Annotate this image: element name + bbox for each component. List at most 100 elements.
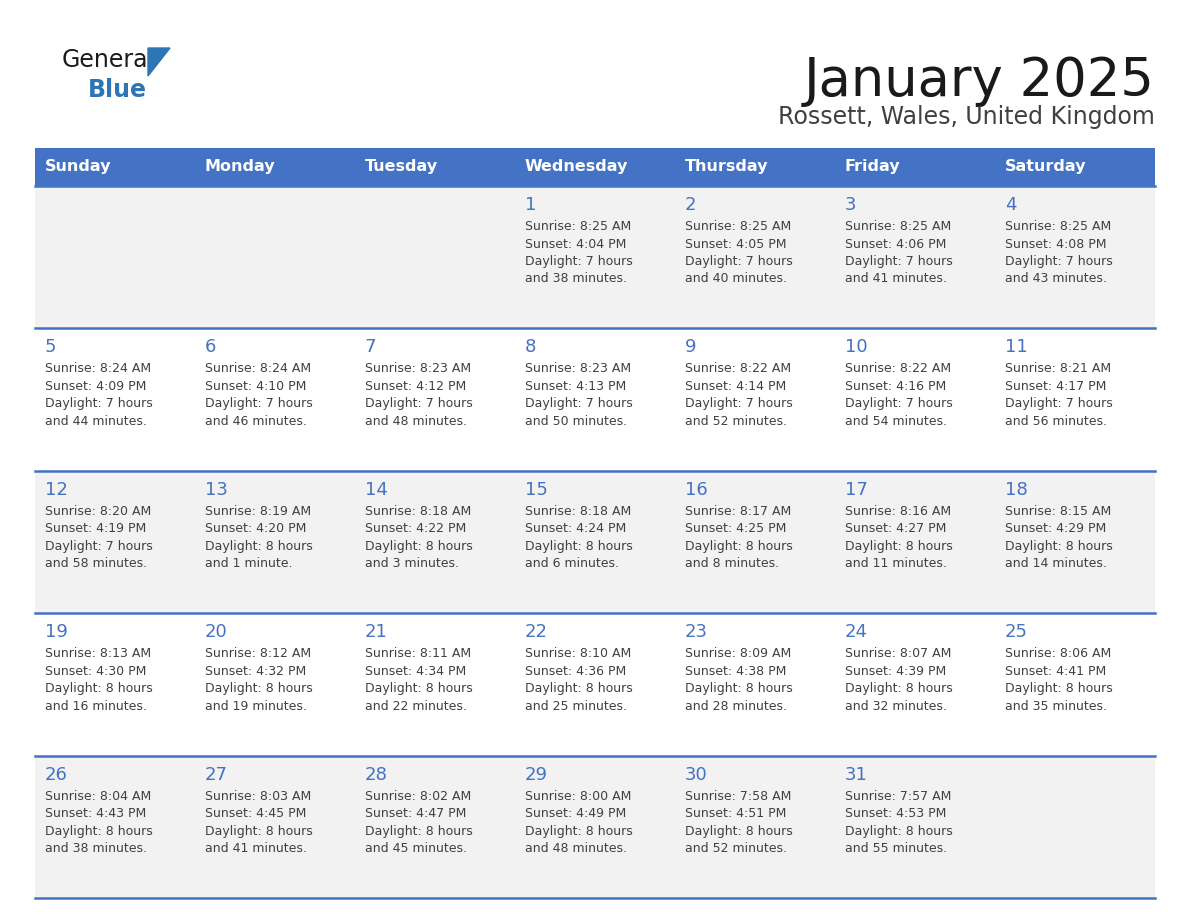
Text: and 55 minutes.: and 55 minutes. [845,842,947,855]
Text: Daylight: 7 hours: Daylight: 7 hours [45,540,152,553]
Bar [355,471,516,613]
Text: 12: 12 [45,481,68,498]
Text: and 41 minutes.: and 41 minutes. [204,842,307,855]
Text: Sunrise: 8:23 AM: Sunrise: 8:23 AM [365,363,470,375]
Text: and 38 minutes.: and 38 minutes. [45,842,146,855]
Text: Daylight: 7 hours: Daylight: 7 hours [365,397,473,410]
Text: Daylight: 7 hours: Daylight: 7 hours [45,397,152,410]
Bar [675,186,835,329]
Text: Sunset: 4:13 PM: Sunset: 4:13 PM [525,380,626,393]
Bar [355,186,516,329]
Text: Sunrise: 8:16 AM: Sunrise: 8:16 AM [845,505,950,518]
Text: Daylight: 8 hours: Daylight: 8 hours [1005,682,1112,695]
Text: 23: 23 [684,623,708,641]
Text: and 41 minutes.: and 41 minutes. [845,273,947,285]
Text: Sunrise: 8:22 AM: Sunrise: 8:22 AM [684,363,791,375]
Text: Blue: Blue [88,78,147,102]
Text: Daylight: 7 hours: Daylight: 7 hours [204,397,312,410]
Text: Sunset: 4:47 PM: Sunset: 4:47 PM [365,807,466,820]
Text: Friday: Friday [845,160,901,174]
Text: Daylight: 7 hours: Daylight: 7 hours [845,255,953,268]
Text: and 46 minutes.: and 46 minutes. [204,415,307,428]
Text: and 8 minutes.: and 8 minutes. [684,557,778,570]
Text: Sunrise: 8:02 AM: Sunrise: 8:02 AM [365,789,470,802]
Text: and 16 minutes.: and 16 minutes. [45,700,146,712]
Text: Sunset: 4:45 PM: Sunset: 4:45 PM [204,807,307,820]
Text: Sunrise: 8:15 AM: Sunrise: 8:15 AM [1005,505,1111,518]
Text: Sunset: 4:14 PM: Sunset: 4:14 PM [684,380,785,393]
Text: 27: 27 [204,766,228,784]
Bar [835,148,996,186]
Bar [516,756,675,898]
Text: Sunset: 4:24 PM: Sunset: 4:24 PM [525,522,626,535]
Bar [835,186,996,329]
Text: and 14 minutes.: and 14 minutes. [1005,557,1106,570]
Text: Daylight: 7 hours: Daylight: 7 hours [525,397,632,410]
Text: Sunrise: 8:25 AM: Sunrise: 8:25 AM [1005,220,1111,233]
Text: and 32 minutes.: and 32 minutes. [845,700,947,712]
Text: and 45 minutes.: and 45 minutes. [365,842,467,855]
Text: Daylight: 8 hours: Daylight: 8 hours [684,824,792,837]
Bar [996,186,1155,329]
Text: 31: 31 [845,766,867,784]
Text: and 3 minutes.: and 3 minutes. [365,557,459,570]
Text: Sunrise: 8:17 AM: Sunrise: 8:17 AM [684,505,791,518]
Text: Sunrise: 8:03 AM: Sunrise: 8:03 AM [204,789,311,802]
Text: January 2025: January 2025 [804,55,1155,107]
Text: Sunset: 4:53 PM: Sunset: 4:53 PM [845,807,946,820]
Text: Sunrise: 8:04 AM: Sunrise: 8:04 AM [45,789,151,802]
Text: 4: 4 [1005,196,1016,214]
Text: Sunrise: 8:10 AM: Sunrise: 8:10 AM [525,647,631,660]
Text: 21: 21 [365,623,387,641]
Bar [675,756,835,898]
Text: 16: 16 [684,481,707,498]
Text: and 38 minutes.: and 38 minutes. [525,273,626,285]
Text: 3: 3 [845,196,857,214]
Text: and 25 minutes.: and 25 minutes. [525,700,626,712]
Text: and 58 minutes.: and 58 minutes. [45,557,147,570]
Bar [34,756,195,898]
Bar [195,329,355,471]
Polygon shape [148,48,170,76]
Text: and 1 minute.: and 1 minute. [204,557,292,570]
Text: Sunset: 4:41 PM: Sunset: 4:41 PM [1005,665,1106,677]
Text: 18: 18 [1005,481,1028,498]
Bar [996,756,1155,898]
Text: and 35 minutes.: and 35 minutes. [1005,700,1106,712]
Bar [355,613,516,756]
Text: Daylight: 8 hours: Daylight: 8 hours [365,824,473,837]
Text: 25: 25 [1005,623,1028,641]
Text: and 22 minutes.: and 22 minutes. [365,700,467,712]
Bar [675,148,835,186]
Text: 29: 29 [525,766,548,784]
Text: 13: 13 [204,481,227,498]
Text: Sunrise: 8:24 AM: Sunrise: 8:24 AM [45,363,151,375]
Text: Sunset: 4:51 PM: Sunset: 4:51 PM [684,807,786,820]
Text: and 48 minutes.: and 48 minutes. [525,842,626,855]
Bar [34,613,195,756]
Text: Daylight: 8 hours: Daylight: 8 hours [204,824,312,837]
Text: Daylight: 7 hours: Daylight: 7 hours [845,397,953,410]
Text: Daylight: 8 hours: Daylight: 8 hours [525,824,632,837]
Text: and 48 minutes.: and 48 minutes. [365,415,467,428]
Text: Sunday: Sunday [45,160,112,174]
Text: 8: 8 [525,339,536,356]
Text: Sunset: 4:30 PM: Sunset: 4:30 PM [45,665,146,677]
Text: Monday: Monday [204,160,276,174]
Text: Sunrise: 8:25 AM: Sunrise: 8:25 AM [525,220,631,233]
Bar [34,329,195,471]
Text: and 50 minutes.: and 50 minutes. [525,415,627,428]
Text: Daylight: 8 hours: Daylight: 8 hours [365,540,473,553]
Bar [195,148,355,186]
Text: Sunset: 4:19 PM: Sunset: 4:19 PM [45,522,146,535]
Bar [835,471,996,613]
Text: Daylight: 8 hours: Daylight: 8 hours [365,682,473,695]
Text: 7: 7 [365,339,377,356]
Text: Saturday: Saturday [1005,160,1086,174]
Text: Tuesday: Tuesday [365,160,437,174]
Text: Sunset: 4:20 PM: Sunset: 4:20 PM [204,522,307,535]
Text: and 52 minutes.: and 52 minutes. [684,842,786,855]
Text: 15: 15 [525,481,548,498]
Text: General: General [62,48,156,72]
Text: and 6 minutes.: and 6 minutes. [525,557,619,570]
